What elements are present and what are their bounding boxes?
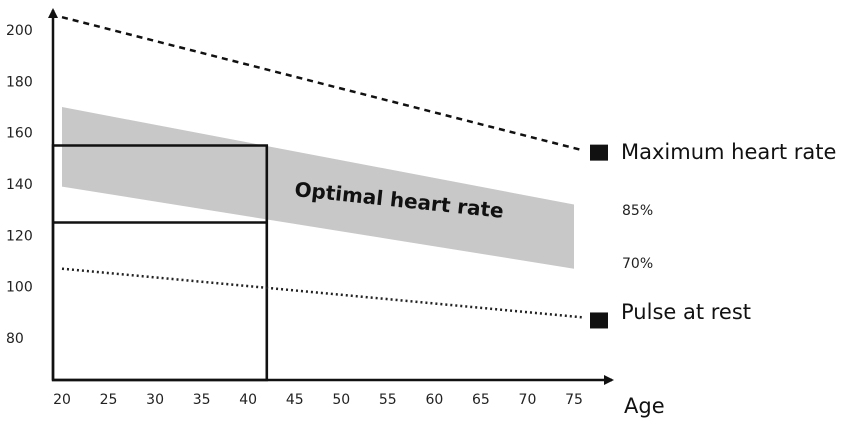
x-tick-label: 75: [565, 392, 583, 408]
x-tick-label: 20: [53, 392, 71, 408]
y-tick-label: 200: [6, 23, 33, 39]
x-tick-label: 25: [100, 392, 118, 408]
pulse-at-rest-marker: [590, 312, 608, 329]
y-tick-label: 140: [6, 177, 33, 193]
x-tick-label: 70: [519, 392, 537, 408]
max-heart-rate-marker: [590, 144, 608, 161]
x-tick-label: 35: [193, 392, 211, 408]
y-tick-label: 180: [6, 74, 33, 90]
x-tick-labels: 20 25 30 35 40 45 50 55 60 65 70 75: [53, 392, 583, 408]
x-tick-label: 30: [146, 392, 164, 408]
lower-percent-label: 70%: [622, 256, 653, 272]
y-tick-label: 160: [6, 126, 33, 142]
y-tick-label: 100: [6, 280, 33, 296]
max-heart-rate-line: [61, 15, 585, 152]
y-tick-label: 80: [6, 331, 24, 347]
x-axis-title: Age: [624, 394, 665, 418]
x-tick-label: 40: [239, 392, 257, 408]
optimal-heart-rate-band: [62, 107, 574, 269]
upper-percent-label: 85%: [622, 203, 653, 219]
x-tick-label: 65: [472, 392, 490, 408]
y-tick-label: 120: [6, 228, 33, 244]
x-tick-label: 50: [332, 392, 350, 408]
y-tick-labels: 80 100 120 140 160 180 200: [6, 23, 33, 347]
pulse-at-rest-legend: Pulse at rest: [621, 300, 751, 324]
max-heart-rate-legend: Maximum heart rate: [621, 140, 836, 164]
pulse-at-rest-line: [61, 267, 585, 319]
x-tick-label: 55: [379, 392, 397, 408]
x-tick-label: 45: [286, 392, 304, 408]
x-tick-label: 60: [425, 392, 443, 408]
